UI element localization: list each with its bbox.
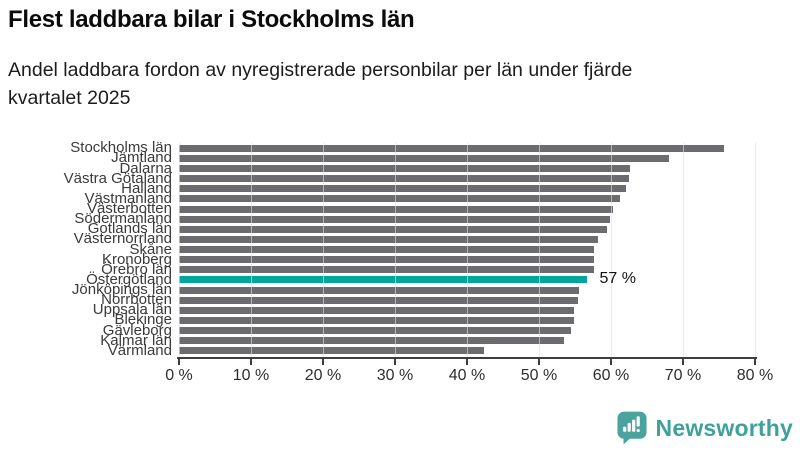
bar bbox=[179, 235, 599, 243]
y-axis-label: Örebro län bbox=[101, 260, 172, 278]
y-axis-label: Dalarna bbox=[119, 159, 172, 177]
bar bbox=[179, 195, 621, 203]
x-axis-tick-label: 0 % bbox=[165, 367, 193, 384]
y-axis-label: Uppsala län bbox=[92, 301, 172, 319]
bar bbox=[179, 154, 670, 162]
x-axis-tick-label: 30 % bbox=[376, 367, 414, 384]
y-axis-label: Stockholms län bbox=[70, 139, 172, 157]
x-axis-tick bbox=[322, 359, 324, 365]
y-axis-label: Västerbotten bbox=[86, 200, 172, 218]
newsworthy-logo: Newsworthy bbox=[616, 411, 793, 445]
gridline-overlay bbox=[610, 142, 612, 358]
bar bbox=[179, 165, 630, 173]
y-axis-label: Gotlands län bbox=[87, 220, 172, 238]
y-axis-label: Jönköpings län bbox=[71, 281, 172, 299]
bar bbox=[179, 337, 565, 345]
bar bbox=[179, 144, 725, 152]
x-axis-tick bbox=[466, 359, 468, 365]
bar bbox=[179, 185, 627, 193]
bar bbox=[179, 266, 594, 274]
gridline-overlay bbox=[394, 142, 396, 358]
x-axis-tick-label: 60 % bbox=[592, 367, 630, 384]
bar bbox=[179, 286, 579, 294]
y-axis-label: Norrbotten bbox=[101, 291, 172, 309]
chart-subtitle-line-2: kvartalet 2025 bbox=[8, 86, 131, 109]
x-axis-tick-label: 70 % bbox=[664, 367, 702, 384]
newsworthy-speech-bubble-bar-chart-icon bbox=[616, 411, 647, 445]
bar bbox=[179, 215, 610, 223]
y-axis-label: Blekinge bbox=[114, 311, 172, 329]
highlighted-bar bbox=[179, 276, 587, 284]
x-axis-tick bbox=[178, 359, 180, 365]
chart-title: Flest laddbara bilar i Stockholms län bbox=[8, 6, 415, 33]
gridline-overlay bbox=[754, 142, 756, 358]
y-axis-label: Västmanland bbox=[84, 189, 172, 207]
y-axis-label: Kalmar län bbox=[100, 331, 172, 349]
gridline-overlay bbox=[466, 142, 468, 358]
bar bbox=[179, 327, 571, 335]
bar bbox=[179, 347, 485, 355]
x-axis-tick-label: 10 % bbox=[232, 367, 270, 384]
x-axis-tick-label: 80 % bbox=[736, 367, 774, 384]
y-axis-label: Gävleborg bbox=[102, 321, 172, 339]
x-axis-tick bbox=[682, 359, 684, 365]
newsworthy-logo-text: Newsworthy bbox=[655, 414, 793, 441]
y-axis-label: Kronoberg bbox=[101, 250, 172, 268]
bar bbox=[179, 225, 607, 233]
bar bbox=[179, 175, 629, 183]
y-axis-label: Värmland bbox=[107, 341, 172, 359]
gridline-overlay bbox=[322, 142, 324, 358]
y-axis-label: Västernorrland bbox=[73, 230, 172, 248]
bar bbox=[179, 205, 614, 213]
y-axis-label: Halland bbox=[121, 179, 172, 197]
gridline-overlay bbox=[250, 142, 252, 358]
x-axis-line bbox=[177, 357, 757, 359]
chart-subtitle: Andel laddbara fordon av nyregistrerade … bbox=[8, 57, 632, 112]
gridline-overlay bbox=[682, 142, 684, 358]
bar bbox=[179, 256, 594, 264]
x-axis-tick-label: 20 % bbox=[304, 367, 342, 384]
x-axis-tick bbox=[538, 359, 540, 365]
x-axis-tick-label: 40 % bbox=[448, 367, 486, 384]
gridline-overlay bbox=[538, 142, 540, 358]
x-axis-tick-label: 50 % bbox=[520, 367, 558, 384]
bar bbox=[179, 296, 578, 304]
bar bbox=[179, 316, 574, 324]
x-axis-tick bbox=[610, 359, 612, 365]
y-axis-label: Västra Götaland bbox=[63, 169, 172, 187]
chart-subtitle-line-1: Andel laddbara fordon av nyregistrerade … bbox=[8, 59, 633, 81]
gridline-overlay bbox=[178, 142, 180, 358]
y-axis-label: Skåne bbox=[129, 240, 172, 258]
x-axis-tick bbox=[250, 359, 252, 365]
y-axis-label: Södermanland bbox=[74, 210, 172, 228]
bar bbox=[179, 246, 595, 254]
x-axis-tick bbox=[754, 359, 756, 365]
y-axis-label: Jämtland bbox=[111, 149, 172, 167]
x-axis-tick bbox=[394, 359, 396, 365]
bar bbox=[179, 306, 575, 314]
y-axis-label: Östergötland bbox=[86, 270, 172, 288]
highlight-value-label: 57 % bbox=[599, 269, 636, 287]
